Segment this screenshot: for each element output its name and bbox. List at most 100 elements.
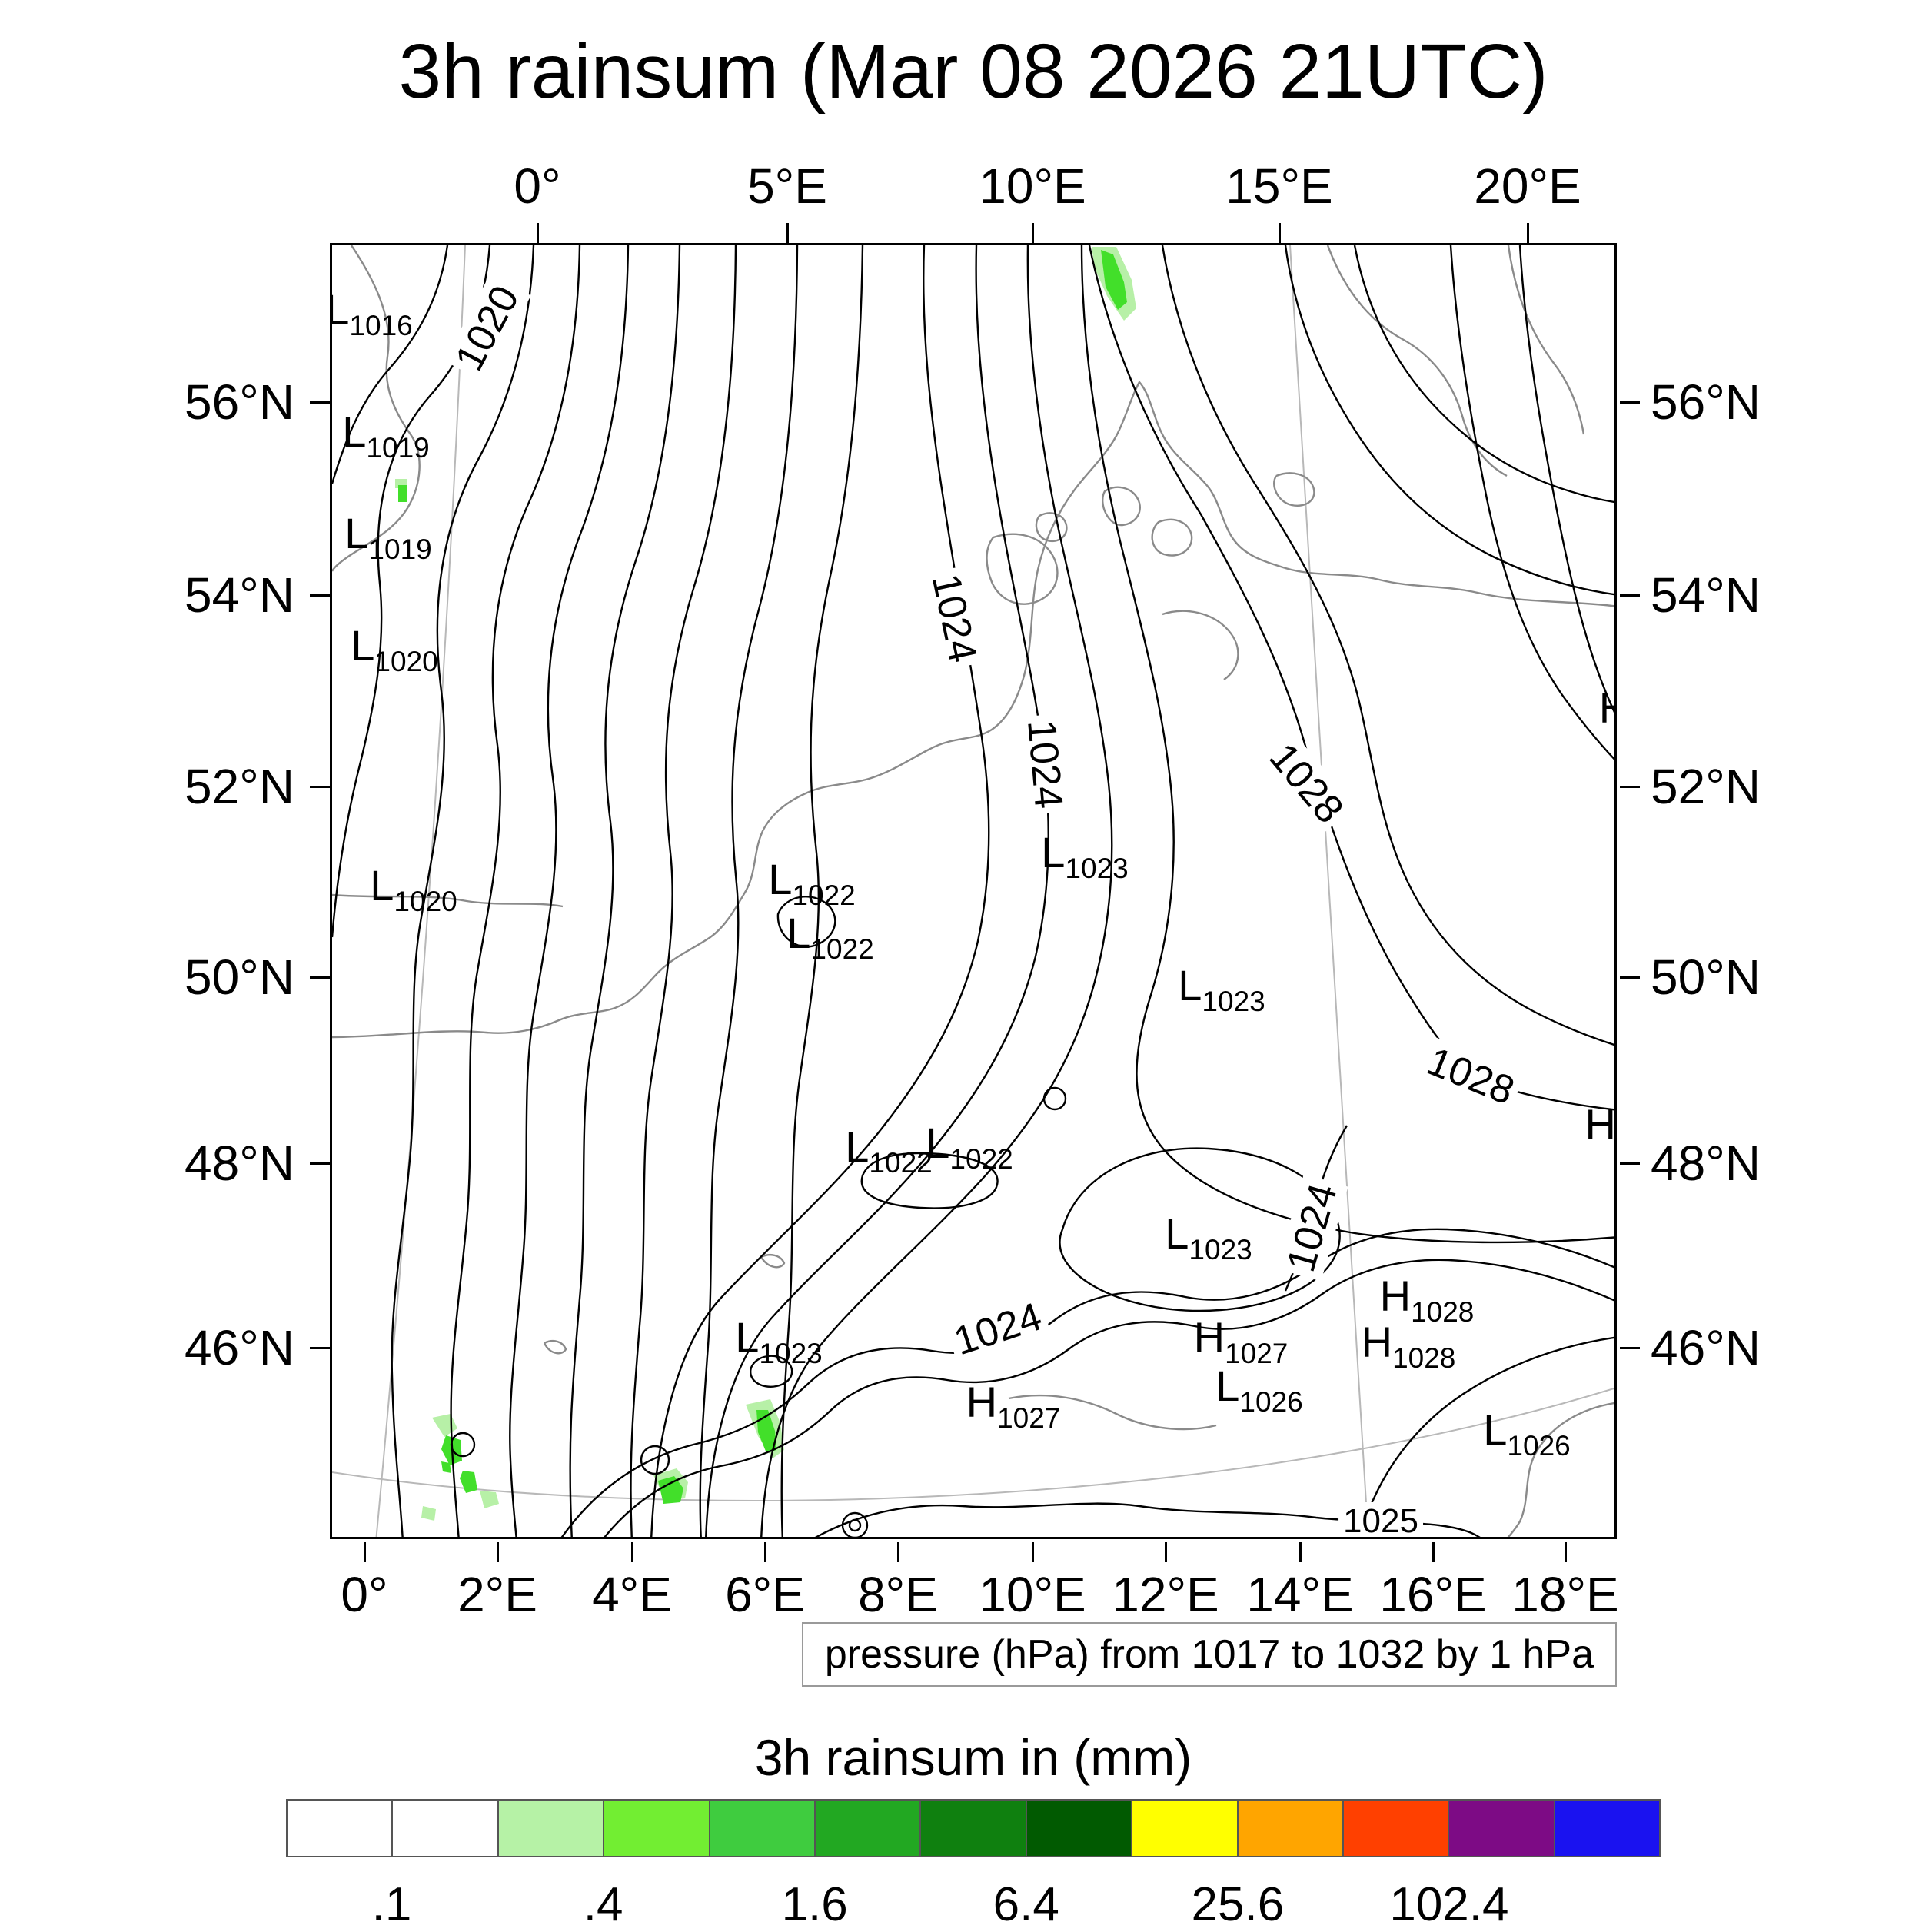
map-plot: L1016L1019L1019L1020L1020L1022L1023L1022… xyxy=(330,243,1617,1539)
lon-label-bottom: 8°E xyxy=(858,1567,938,1622)
pressure-center-value: 1023 xyxy=(1202,985,1265,1017)
pressure-center-letter: L xyxy=(370,860,394,909)
lon-label-top: 15°E xyxy=(1225,158,1333,214)
pressure-center-high: H1027 xyxy=(966,1377,1061,1435)
pressure-center-letter: H xyxy=(1193,1312,1225,1362)
pressure-center-letter: L xyxy=(786,908,811,957)
pressure-center-high: H xyxy=(1599,683,1614,740)
pressure-center-value: 1019 xyxy=(366,431,430,464)
coastlines xyxy=(332,245,1614,1537)
tick-mark-top xyxy=(1032,223,1034,243)
colorbar-cell xyxy=(710,1801,816,1856)
pressure-center-value: 1026 xyxy=(1507,1429,1571,1461)
lat-label-left: 46°N xyxy=(185,1320,294,1375)
pressure-center-value: 1028 xyxy=(1411,1295,1475,1328)
lat-label-right: 54°N xyxy=(1651,567,1761,623)
tick-mark-left xyxy=(310,1347,330,1349)
pressure-center-low: L1022 xyxy=(926,1118,1013,1175)
pressure-center-value: 1020 xyxy=(374,645,438,677)
lon-label-bottom: 2°E xyxy=(457,1567,537,1622)
tick-mark-bottom xyxy=(631,1542,633,1562)
lon-label-bottom: 10°E xyxy=(979,1567,1086,1622)
pressure-center-value: 1022 xyxy=(949,1142,1013,1175)
tick-mark-right xyxy=(1620,401,1640,404)
tick-mark-right xyxy=(1620,976,1640,979)
colorbar-cell xyxy=(1449,1801,1555,1856)
tick-mark-bottom xyxy=(1432,1542,1435,1562)
pressure-center-value: 1022 xyxy=(792,879,856,911)
pressure-contour-note: pressure (hPa) from 1017 to 1032 by 1 hP… xyxy=(801,1622,1617,1687)
tick-mark-right xyxy=(1620,786,1640,788)
pressure-center-low: L1023 xyxy=(735,1312,822,1370)
pressure-center-value: 1027 xyxy=(1225,1337,1289,1369)
pressure-center-low: L1022 xyxy=(845,1122,932,1179)
tick-mark-bottom xyxy=(1299,1542,1302,1562)
lat-label-left: 52°N xyxy=(185,759,294,814)
colorbar-tick-label: 6.4 xyxy=(993,1878,1059,1931)
pressure-center-low: L1022 xyxy=(768,854,855,912)
lon-label-top: 0° xyxy=(514,158,561,214)
pressure-center-value: 1027 xyxy=(997,1402,1061,1434)
tick-mark-left xyxy=(310,594,330,597)
colorbar-tick-label: 1.6 xyxy=(781,1878,848,1931)
pressure-center-low: L1020 xyxy=(351,620,437,678)
pressure-center-letter: L xyxy=(351,620,375,670)
pressure-center-value: 1 xyxy=(1616,1125,1617,1156)
colorbar-cell xyxy=(393,1801,499,1856)
rainsum-colorbar xyxy=(286,1799,1661,1857)
contour-inline-label: 1024 xyxy=(1017,713,1072,816)
pressure-center-low: L1016 xyxy=(332,284,413,342)
colorbar-tick-label: .4 xyxy=(583,1878,623,1931)
pressure-center-letter: L xyxy=(1178,960,1202,1009)
pressure-center-letter: L xyxy=(342,407,367,456)
tick-mark-right xyxy=(1620,1347,1640,1349)
pressure-center-letter: L xyxy=(735,1312,760,1362)
pressure-center-low: L1023 xyxy=(1165,1209,1252,1266)
colorbar-tick-label: 25.6 xyxy=(1191,1878,1285,1931)
pressure-center-value: 1023 xyxy=(1189,1233,1252,1265)
contour-inline-label: 1025 xyxy=(1338,1502,1423,1537)
lon-label-bottom: 4°E xyxy=(592,1567,672,1622)
lon-label-bottom: 14°E xyxy=(1246,1567,1354,1622)
pressure-center-letter: L xyxy=(926,1118,950,1167)
lon-label-top: 5°E xyxy=(747,158,827,214)
graticule-lines xyxy=(332,245,1614,1537)
pressure-center-low: L1022 xyxy=(786,908,873,966)
pressure-center-letter: L xyxy=(1215,1361,1240,1410)
lat-label-right: 52°N xyxy=(1651,759,1761,814)
tick-mark-top xyxy=(1527,223,1529,243)
pressure-center-low: L1026 xyxy=(1215,1361,1302,1418)
colorbar-cell xyxy=(1238,1801,1344,1856)
lon-label-bottom: 0° xyxy=(341,1567,388,1622)
pressure-center-letter: L xyxy=(1165,1209,1189,1258)
tick-mark-bottom xyxy=(497,1542,499,1562)
colorbar-tick-label: .1 xyxy=(371,1878,412,1931)
tick-mark-top xyxy=(786,223,789,243)
pressure-center-value: 1020 xyxy=(394,885,457,917)
pressure-center-value: 1023 xyxy=(1065,852,1129,884)
pressure-center-letter: H xyxy=(1361,1317,1393,1366)
lat-label-right: 56°N xyxy=(1651,374,1761,430)
pressure-center-high: H1028 xyxy=(1362,1317,1456,1375)
tick-mark-left xyxy=(310,401,330,404)
tick-mark-top xyxy=(537,223,539,243)
tick-mark-bottom xyxy=(764,1542,766,1562)
tick-mark-right xyxy=(1620,1162,1640,1165)
pressure-center-high: H1027 xyxy=(1194,1312,1289,1370)
tick-mark-bottom xyxy=(1565,1542,1567,1562)
lat-label-left: 50°N xyxy=(185,949,294,1005)
lat-label-right: 46°N xyxy=(1651,1320,1761,1375)
pressure-center-low: L1023 xyxy=(1178,960,1265,1018)
pressure-center-letter: H xyxy=(1584,1099,1616,1149)
pressure-center-letter: H xyxy=(966,1377,998,1426)
lon-label-top: 20°E xyxy=(1474,158,1581,214)
lon-label-bottom: 12°E xyxy=(1112,1567,1219,1622)
pressure-center-value: 1019 xyxy=(368,533,432,565)
lon-label-bottom: 16°E xyxy=(1379,1567,1487,1622)
tick-mark-left xyxy=(310,786,330,788)
pressure-center-low: L1020 xyxy=(370,860,457,918)
pressure-center-value: 1016 xyxy=(349,309,413,341)
pressure-center-low: L1019 xyxy=(342,407,429,464)
lat-label-left: 56°N xyxy=(185,374,294,430)
